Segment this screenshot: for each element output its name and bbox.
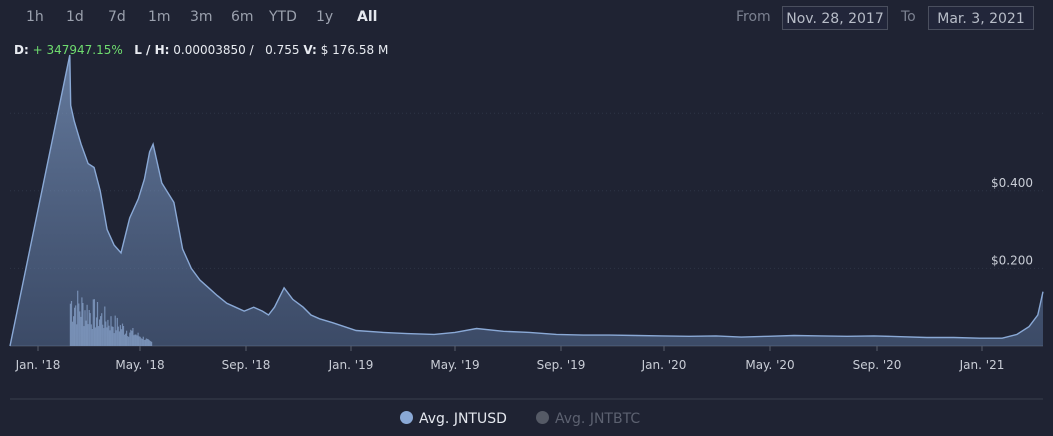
- range-button-3m[interactable]: 3m: [190, 9, 213, 25]
- legend-label: Avg. JNTBTC: [555, 411, 641, 427]
- volume-label: V:: [303, 43, 317, 57]
- legend-dot-icon: [400, 411, 413, 424]
- x-tick-label: May. '19: [430, 358, 479, 372]
- from-date-input[interactable]: Nov. 28, 2017: [782, 6, 888, 30]
- toolbar: 1h 1d 7d 1m 3m 6m YTD 1y All From Nov. 28, 2017 …: [0, 0, 1053, 36]
- y-tick-label: $0.400: [991, 176, 1033, 190]
- low-high-label: L / H:: [134, 43, 170, 57]
- to-label: To: [901, 9, 916, 25]
- x-axis: Jan. '18 May. '18 Sep. '18 Jan. '19 May. '19…: [15, 346, 1005, 372]
- range-button-all[interactable]: All: [357, 9, 378, 25]
- x-tick-label: Jan. '19: [328, 358, 374, 372]
- x-tick-label: Sep. '18: [222, 358, 271, 372]
- legend-item-1[interactable]: Avg. JNTBTC: [536, 411, 640, 427]
- legend-dot-icon: [536, 411, 549, 424]
- x-tick-label: Jan. '21: [959, 358, 1005, 372]
- series-line-0[interactable]: [9, 54, 1044, 347]
- range-button-6m[interactable]: 6m: [231, 9, 254, 25]
- x-tick-label: Sep. '20: [853, 358, 902, 372]
- y-tick-label: $0.200: [991, 253, 1033, 267]
- y-axis: $0.200 $0.400: [991, 176, 1033, 268]
- x-tick-label: Jan. '20: [641, 358, 687, 372]
- to-date-input[interactable]: Mar. 3, 2021: [928, 6, 1034, 30]
- legend-label: Avg. JNTUSD: [419, 411, 507, 427]
- change-value: + 347947.15%: [32, 43, 123, 57]
- price-stats: D: + 347947.15% L / H: 0.00003850 / 0.75…: [14, 43, 388, 57]
- chart-series: [9, 54, 1044, 347]
- x-tick-label: May. '18: [115, 358, 164, 372]
- x-tick-label: Sep. '19: [537, 358, 586, 372]
- from-label: From: [736, 9, 771, 25]
- range-button-1m[interactable]: 1m: [148, 9, 171, 25]
- range-button-1y[interactable]: 1y: [316, 9, 334, 25]
- range-button-ytd[interactable]: YTD: [269, 9, 297, 25]
- low-value: 0.00003850 /: [173, 43, 254, 57]
- volume-value: $ 176.58 M: [320, 43, 389, 57]
- series-area-0: [10, 55, 1043, 346]
- range-button-1h[interactable]: 1h: [26, 9, 44, 25]
- x-tick-label: Jan. '18: [15, 358, 61, 372]
- high-value: 0.755: [265, 43, 300, 57]
- chart-legend: Avg. JNTUSD Avg. JNTBTC: [0, 411, 1053, 431]
- change-label: D:: [14, 43, 29, 57]
- range-button-1d[interactable]: 1d: [66, 9, 84, 25]
- range-button-7d[interactable]: 7d: [108, 9, 126, 25]
- legend-item-0[interactable]: Avg. JNTUSD: [400, 411, 507, 427]
- x-tick-label: May. '20: [745, 358, 794, 372]
